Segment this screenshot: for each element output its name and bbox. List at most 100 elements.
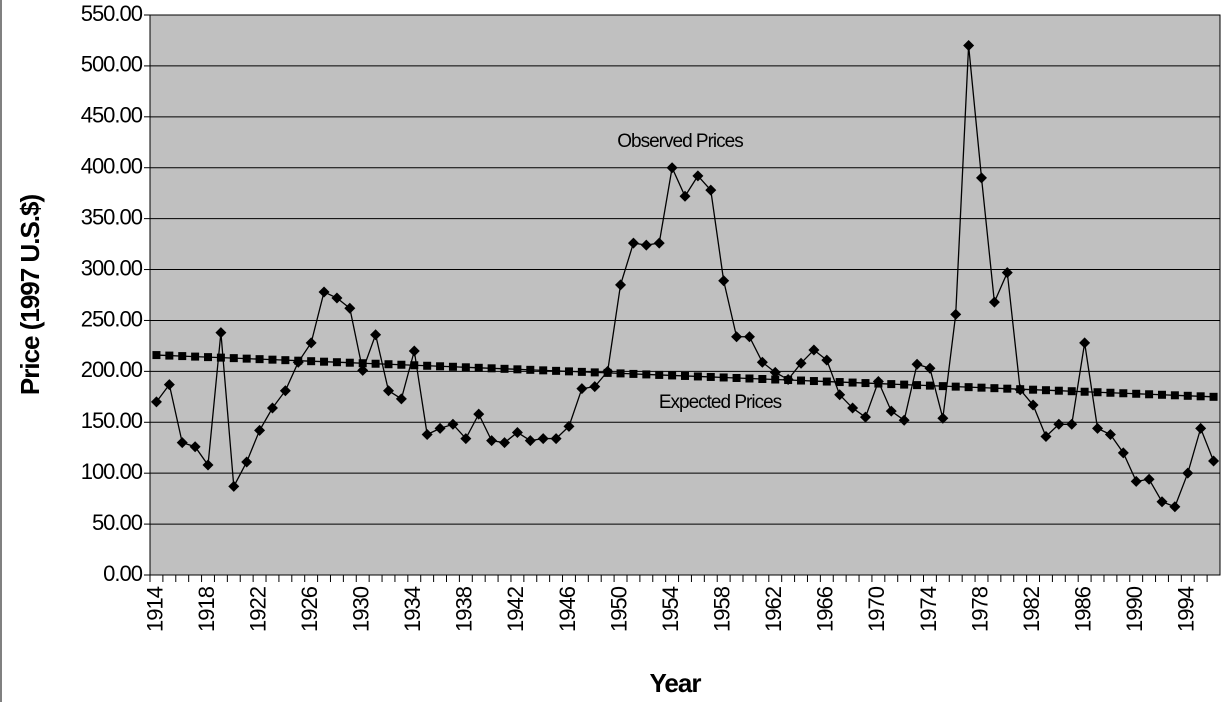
y-tick-label: 250.00 (81, 306, 143, 331)
y-tick-label: 350.00 (81, 204, 143, 229)
marker (808, 344, 820, 356)
x-tick-label: 1950 (606, 586, 631, 632)
y-tick-label: 550.00 (81, 1, 143, 26)
marker (487, 364, 496, 373)
marker (1130, 475, 1142, 487)
x-tick-label: 1922 (245, 586, 270, 632)
marker (627, 237, 639, 249)
marker (859, 411, 871, 423)
plot-area (150, 15, 1220, 575)
marker (421, 428, 433, 440)
marker (821, 354, 833, 366)
marker (655, 370, 664, 379)
marker (1067, 387, 1076, 396)
marker (603, 368, 612, 377)
marker (1208, 455, 1220, 467)
marker (1080, 387, 1089, 396)
marker (771, 375, 780, 384)
marker (847, 402, 859, 414)
marker (1041, 386, 1050, 395)
marker (1016, 385, 1025, 394)
marker (705, 184, 717, 196)
marker (178, 352, 187, 361)
marker (758, 375, 767, 383)
x-tick-label: 1938 (452, 586, 477, 632)
x-tick-label: 1966 (813, 586, 838, 632)
marker (784, 376, 793, 385)
marker (719, 373, 728, 382)
marker (434, 422, 446, 434)
y-tick-label: 150.00 (81, 408, 143, 433)
marker (410, 361, 419, 370)
y-tick-label: 200.00 (81, 357, 143, 382)
marker (1029, 385, 1038, 394)
marker (436, 362, 445, 371)
x-tick-label: 1970 (864, 586, 889, 632)
marker (1079, 337, 1091, 349)
marker (358, 359, 367, 368)
marker (564, 367, 573, 376)
annotation: Expected Prices (659, 392, 782, 413)
marker (1093, 388, 1102, 397)
x-tick-label: 1954 (658, 586, 683, 632)
marker (371, 359, 380, 368)
marker (266, 402, 278, 414)
marker (152, 351, 161, 360)
marker (1132, 389, 1141, 398)
marker (885, 405, 897, 417)
marker (692, 170, 704, 182)
marker (395, 393, 407, 405)
marker (809, 377, 818, 386)
marker (552, 366, 561, 375)
marker (822, 377, 831, 386)
marker (679, 190, 691, 202)
marker (1092, 422, 1104, 434)
marker (511, 426, 523, 438)
marker (165, 351, 174, 360)
marker (861, 379, 870, 388)
marker (332, 358, 341, 367)
x-tick-label: 1918 (194, 586, 219, 632)
y-tick-label: 500.00 (81, 52, 143, 77)
marker (189, 441, 201, 453)
marker (576, 383, 588, 395)
x-tick-label: 1930 (349, 586, 374, 632)
marker (681, 371, 689, 380)
marker (229, 354, 238, 363)
marker (797, 376, 806, 385)
marker (615, 279, 627, 291)
marker (1143, 473, 1155, 485)
marker (629, 369, 638, 378)
marker (938, 382, 947, 391)
marker (990, 384, 999, 393)
marker (1054, 386, 1063, 395)
marker (460, 433, 472, 445)
x-tick-label: 1914 (142, 586, 167, 632)
marker (1117, 447, 1129, 459)
marker (795, 357, 807, 369)
marker (1156, 496, 1168, 508)
marker (1209, 392, 1218, 401)
marker (268, 355, 277, 364)
y-tick-label: 0.00 (103, 561, 143, 586)
marker (1157, 390, 1166, 399)
marker (447, 418, 459, 430)
marker (228, 480, 240, 492)
x-tick-label: 1986 (1070, 586, 1095, 632)
marker (925, 381, 934, 390)
marker (423, 361, 432, 370)
marker (370, 329, 382, 341)
marker (279, 385, 291, 397)
marker (756, 356, 768, 368)
annotation: Observed Prices (617, 131, 743, 152)
marker (307, 357, 316, 366)
marker (473, 408, 485, 420)
marker (357, 364, 369, 376)
x-tick-label: 1994 (1174, 586, 1199, 632)
marker (255, 355, 264, 364)
marker (176, 437, 188, 449)
marker (241, 456, 253, 468)
x-axis-title: Year (650, 668, 702, 698)
marker (1182, 467, 1194, 479)
marker (718, 275, 730, 287)
